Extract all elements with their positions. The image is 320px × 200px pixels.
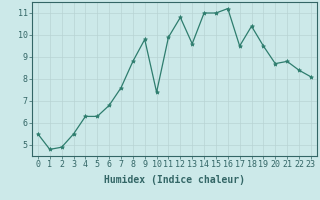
- X-axis label: Humidex (Indice chaleur): Humidex (Indice chaleur): [104, 175, 245, 185]
